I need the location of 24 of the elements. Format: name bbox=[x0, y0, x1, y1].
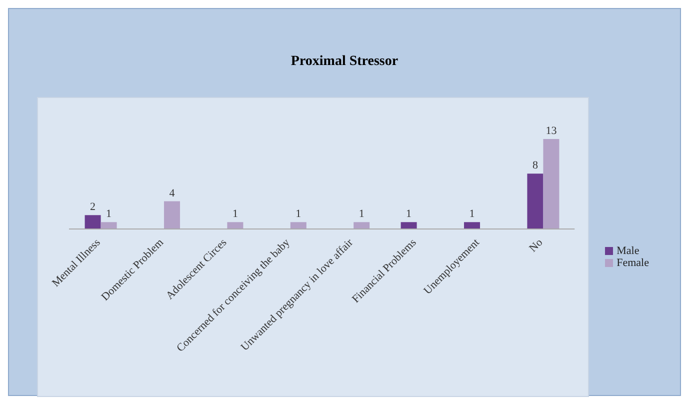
bar bbox=[543, 139, 560, 229]
bar bbox=[164, 201, 180, 229]
data-label: 1 bbox=[296, 208, 302, 220]
data-label: 13 bbox=[546, 125, 558, 137]
bar bbox=[227, 222, 244, 229]
bar bbox=[354, 222, 370, 229]
data-label: 1 bbox=[406, 208, 412, 220]
data-label: 1 bbox=[232, 208, 238, 220]
bar bbox=[400, 222, 417, 229]
data-label: 1 bbox=[358, 208, 364, 220]
data-label: 1 bbox=[106, 208, 112, 220]
legend-label: Female bbox=[616, 256, 649, 268]
data-label: 2 bbox=[90, 201, 96, 214]
chart-title: Proximal Stressor bbox=[290, 54, 400, 70]
bar bbox=[290, 222, 306, 229]
x-tick-label: No bbox=[527, 236, 546, 255]
data-label: 8 bbox=[532, 160, 538, 172]
bar bbox=[527, 174, 544, 229]
bar bbox=[100, 222, 117, 229]
data-label: 1 bbox=[469, 208, 475, 220]
legend-label: Male bbox=[616, 244, 640, 256]
bar bbox=[84, 215, 101, 229]
data-label: 4 bbox=[169, 187, 176, 200]
bar bbox=[464, 222, 480, 229]
